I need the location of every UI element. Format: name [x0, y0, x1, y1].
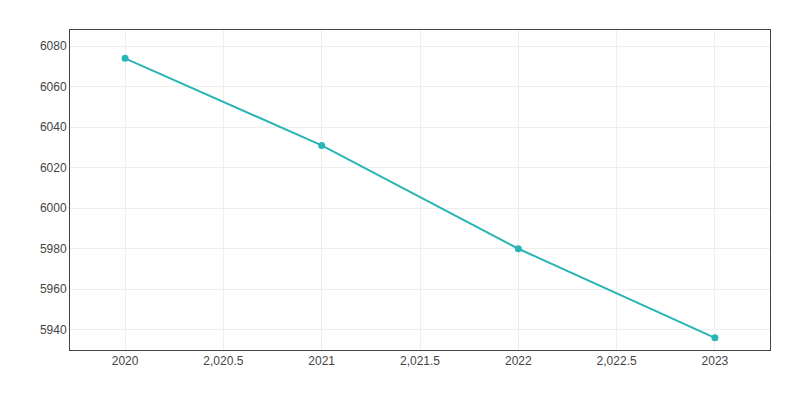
- svg-text:6060: 6060: [40, 80, 67, 94]
- svg-text:5980: 5980: [40, 242, 67, 256]
- svg-text:2,021.5: 2,021.5: [400, 354, 440, 368]
- svg-text:5940: 5940: [40, 323, 67, 337]
- svg-text:5960: 5960: [40, 282, 67, 296]
- svg-text:6020: 6020: [40, 161, 67, 175]
- svg-text:6000: 6000: [40, 201, 67, 215]
- svg-text:2023: 2023: [702, 354, 729, 368]
- svg-text:2,020.5: 2,020.5: [203, 354, 243, 368]
- svg-text:2,022.5: 2,022.5: [597, 354, 637, 368]
- svg-text:2020: 2020: [112, 354, 139, 368]
- svg-text:2022: 2022: [505, 354, 532, 368]
- svg-text:6040: 6040: [40, 120, 67, 134]
- svg-text:2021: 2021: [308, 354, 335, 368]
- svg-text:6080: 6080: [40, 39, 67, 53]
